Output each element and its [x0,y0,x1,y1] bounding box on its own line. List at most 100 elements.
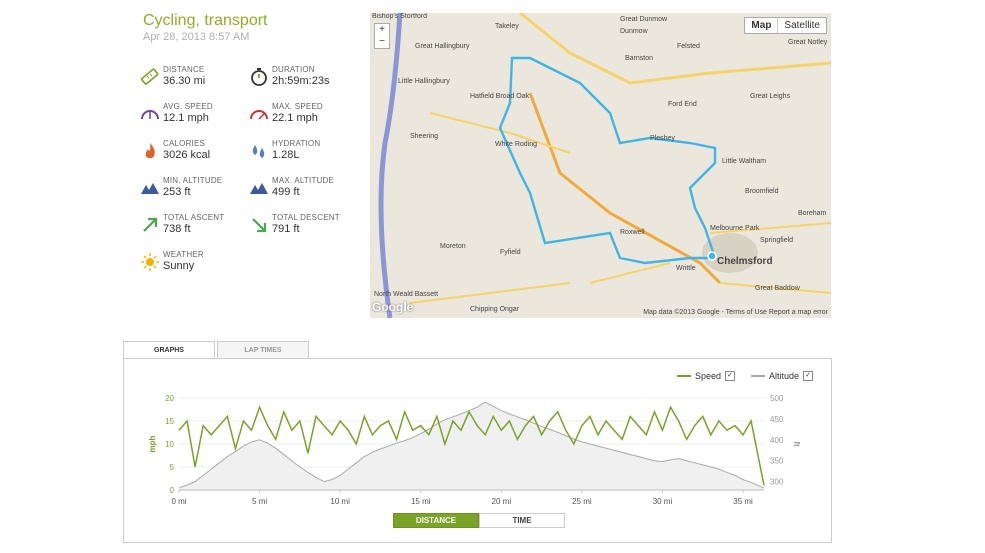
route-map[interactable]: Bishop's Stortford Great Hallingbury Lit… [370,13,831,318]
altitude-area [179,402,764,490]
stat-value: 738 ft [163,223,191,235]
stat-total-descent: TOTAL DESCENT 791 ft [249,213,359,243]
speed-altitude-chart[interactable]: 0 5 10 15 20 300 350 400 450 500 0 mi 5 mi 10 mi 15 m… [124,384,831,534]
speed-line [178,405,765,486]
map-label: Moreton [440,243,466,250]
map-label: Takeley [495,23,519,30]
map-label: Dunmow [620,28,648,35]
stat-label: AVG. SPEED [163,102,213,111]
x-tick-label: 30 mi [653,497,673,506]
map-label: Broomfield [745,188,779,195]
map-zoom-control[interactable]: + − [374,23,390,49]
zoom-out-button[interactable]: − [379,36,385,47]
ruler-icon [140,68,159,85]
tab-graphs[interactable]: GRAPHS [123,341,215,359]
stat-calories: CALORIES 3026 kcal [140,139,250,169]
y-right-tick-label: 300 [770,478,784,487]
tab-lap-times[interactable]: LAP TIMES [217,341,309,359]
stat-value: Sunny [163,260,195,272]
x-tick-label: 5 mi [252,497,267,506]
stat-value: 22.1 mph [272,112,318,124]
altitude-checkbox[interactable]: ✓ [803,371,813,381]
stat-value: 1.28L [272,149,300,161]
graphs-panel: Speed ✓ Altitude ✓ 0 5 10 15 20 300 350 400 450 5… [123,358,832,543]
map-label: Great Baddow [755,285,800,292]
map-label: Boreham [798,210,827,217]
map-label: Chelmsford [717,256,773,267]
map-label: Barnston [625,55,654,62]
map-type-toggle[interactable]: Map Satellite [744,17,827,34]
map-label: Roxwell [620,229,645,236]
map-label: Pleshey [650,135,675,142]
route-track [498,56,717,265]
workout-date: Apr 28, 2013 8:57 AM [143,31,250,43]
chart-legend: Speed ✓ Altitude ✓ [676,371,813,381]
time-axis-button[interactable]: TIME [479,513,565,528]
altitude-swatch [750,375,765,377]
gauge-icon [141,110,159,120]
arrow-up-right-icon [143,217,158,232]
stat-value: 36.30 mi [163,75,206,87]
stat-total-ascent: TOTAL ASCENT 738 ft [140,213,250,243]
stat-label: DISTANCE [163,65,205,74]
map-label: Fyfield [500,249,521,256]
speed-checkbox[interactable]: ✓ [724,371,735,381]
stat-max-altitude: MAX. ALTITUDE 499 ft [249,176,359,206]
map-type-map-button[interactable]: Map [751,20,772,31]
map-label: White Roding [495,141,538,148]
stat-label: WEATHER [163,250,204,259]
stat-max-speed: MAX. SPEED 22.1 mph [249,102,359,132]
gauge-max-icon [250,110,268,120]
stopwatch-icon [251,68,267,86]
stat-distance: DISTANCE 36.30 mi [140,65,250,95]
map-label: Felsted [677,43,700,50]
map-type-satellite-button[interactable]: Satellite [777,18,826,33]
distance-axis-button[interactable]: DISTANCE [393,513,479,528]
map-label: Hatfield Broad Oak [470,93,530,100]
map-label: Little Waltham [722,158,767,165]
stat-avg-speed: AVG. SPEED 12.1 mph [140,102,250,132]
map-attribution: Map data ©2013 Google - Terms of Use Rep… [643,309,828,316]
y-right-tick-label: 350 [770,457,784,466]
stat-weather: WEATHER Sunny [140,250,250,280]
stat-label: TOTAL ASCENT [163,213,225,222]
map-label: Melbourne Park [710,225,760,232]
map-label: Great Leighs [750,93,791,100]
y-left-axis-label: mph [148,435,157,452]
map-label: Little Hallingbury [398,78,450,85]
map-label: Bishop's Stortford [372,13,428,20]
zoom-in-button[interactable]: + [379,24,385,35]
stat-value: 2h:59m:23s [272,75,330,87]
stat-label: TOTAL DESCENT [272,213,340,222]
map-label: North Weald Bassett [374,291,439,298]
x-tick-label: 15 mi [411,497,431,506]
map-canvas[interactable] [370,13,831,318]
map-label: Writtle [676,265,696,272]
map-label: Sheering [410,133,439,140]
map-label: Ford End [668,101,697,108]
y-left-tick-label: 15 [165,417,174,426]
stat-value: 12.1 mph [163,112,209,124]
legend-speed-label: Speed [694,371,721,381]
stat-min-altitude: MIN. ALTITUDE 253 ft [140,176,250,206]
flame-icon [145,143,155,159]
stat-value: 253 ft [163,186,191,198]
arrow-down-right-icon [252,218,267,233]
stat-label: MAX. ALTITUDE [272,176,335,185]
y-left-tick-label: 10 [165,440,174,449]
stat-value: 3026 kcal [163,149,211,161]
stat-value: 499 ft [272,186,300,198]
mountain-icon [250,183,268,194]
graph-tabs: GRAPHS LAP TIMES [123,341,311,359]
y-left-tick-label: 20 [165,394,174,403]
stat-label: CALORIES [163,139,206,148]
workout-title: Cycling, transport [143,12,268,29]
stat-duration: DURATION 2h:59m:23s [249,65,359,95]
map-label: Great Notley [788,39,828,46]
speed-swatch [676,375,691,377]
stat-label: MIN. ALTITUDE [163,176,223,185]
x-tick-label: 10 mi [330,497,350,506]
y-left-tick-label: 0 [170,486,175,495]
stat-value: 791 ft [272,223,300,235]
x-tick-label: 35 mi [733,497,753,506]
